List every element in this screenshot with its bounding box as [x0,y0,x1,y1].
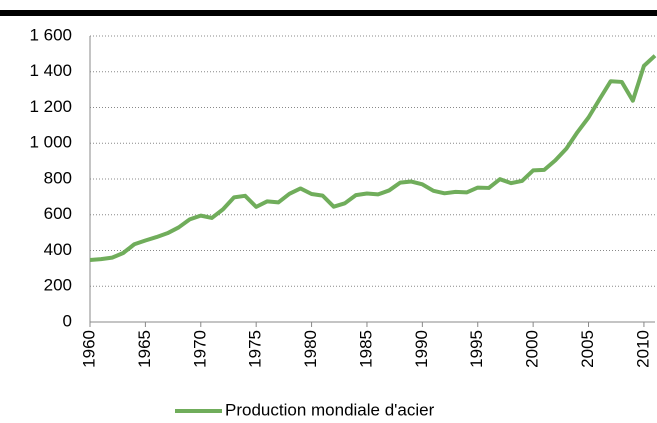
top-rule [0,10,657,16]
x-tick-label: 2000 [523,330,542,368]
x-tick-label: 1990 [412,330,431,368]
y-tick-label: 800 [44,168,72,187]
y-tick-label: 1 000 [29,133,72,152]
x-tick-label: 2005 [578,330,597,368]
y-tick-label: 200 [44,276,72,295]
y-tick-label: 0 [63,311,72,330]
data-line [89,54,657,262]
x-tick-label: 1980 [301,330,320,368]
y-tick-label: 1 200 [29,97,72,116]
x-tick-label: 1960 [79,330,98,368]
x-tick-label: 1985 [356,330,375,368]
x-tick-label: 1970 [190,330,209,368]
x-tick-label: 1995 [467,330,486,368]
y-tick-label: 1 600 [29,25,72,44]
y-tick-label: 400 [44,240,72,259]
x-tick-label: 2010 [633,330,652,368]
y-tick-label: 1 400 [29,61,72,80]
x-tick-label: 1975 [246,330,265,368]
x-tick-label: 1965 [135,330,154,368]
y-tick-label: 600 [44,204,72,223]
legend-label: Production mondiale d'acier [225,400,435,419]
